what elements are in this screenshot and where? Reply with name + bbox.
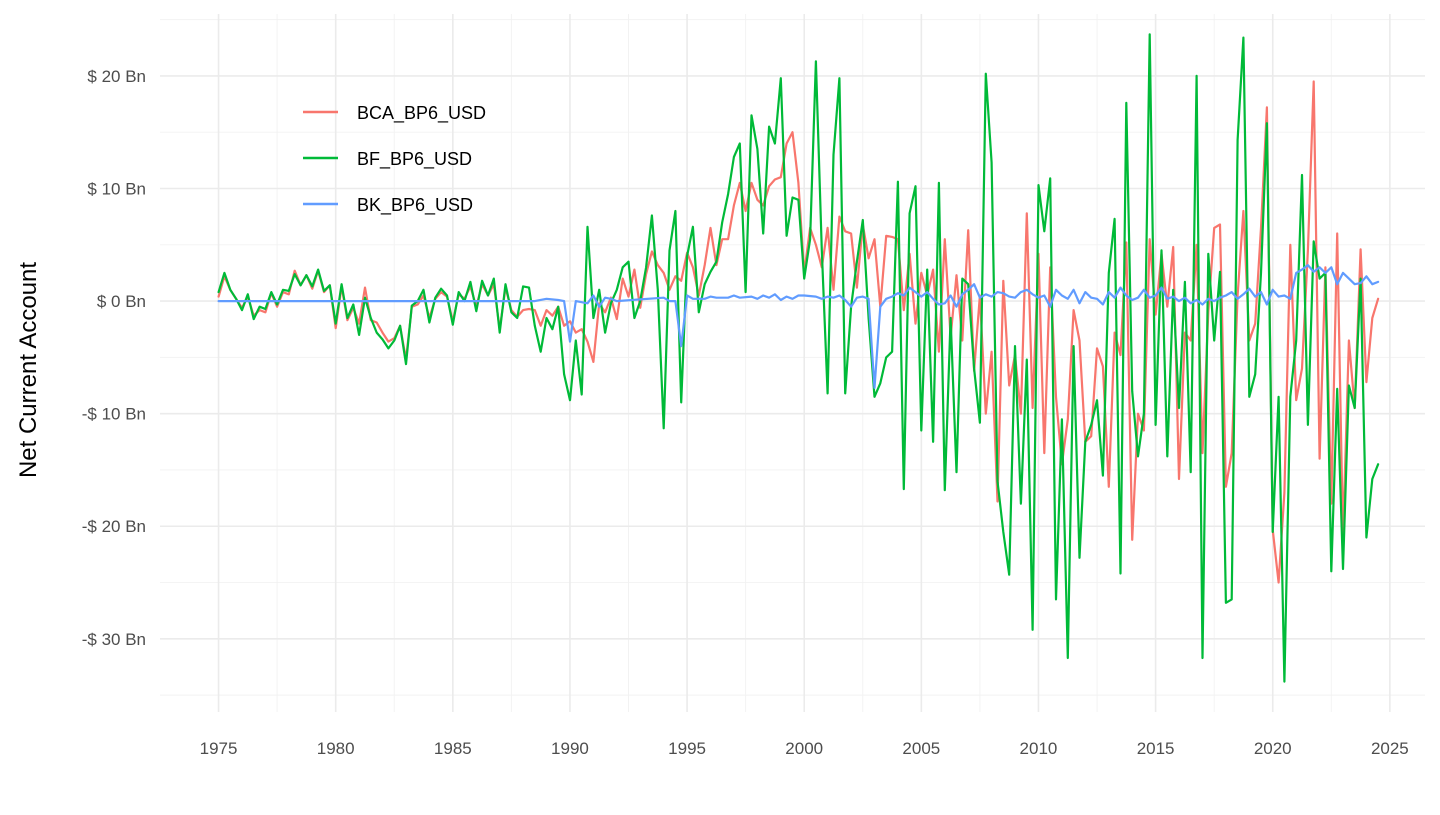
- x-tick-label: 2015: [1137, 739, 1175, 758]
- y-tick-label: -$ 30 Bn: [82, 630, 146, 649]
- x-tick-label: 2010: [1020, 739, 1058, 758]
- legend: BCA_BP6_USD BF_BP6_USD BK_BP6_USD: [303, 103, 486, 216]
- x-tick-label: 2005: [902, 739, 940, 758]
- x-tick-label: 1980: [317, 739, 355, 758]
- x-tick-label: 1990: [551, 739, 589, 758]
- series-layer: [217, 33, 1380, 683]
- y-tick-label: $ 10 Bn: [87, 180, 146, 199]
- x-tick-label: 2020: [1254, 739, 1292, 758]
- legend-label: BK_BP6_USD: [357, 195, 473, 216]
- y-tick-label: -$ 10 Bn: [82, 405, 146, 424]
- series-line-bf-bp6-usd: [217, 33, 1380, 683]
- x-tick-label: 1975: [200, 739, 238, 758]
- major-gridlines-x: [217, 14, 1391, 712]
- y-tick-label: -$ 20 Bn: [82, 517, 146, 536]
- x-tick-label: 1985: [434, 739, 472, 758]
- series-line-bk-bp6-usd: [217, 264, 1380, 389]
- x-tick-label: 1995: [668, 739, 706, 758]
- legend-label: BCA_BP6_USD: [357, 103, 486, 124]
- x-tick-label: 2000: [785, 739, 823, 758]
- x-axis-tick-labels: 1975 1980 1985 1990 1995 2000 2005 2010 2015 2020…: [200, 739, 1409, 758]
- x-tick-label: 2025: [1371, 739, 1409, 758]
- legend-label: BF_BP6_USD: [357, 149, 472, 170]
- y-tick-label: $ 20 Bn: [87, 67, 146, 86]
- y-tick-label: $ 0 Bn: [97, 292, 146, 311]
- y-axis-title: Net Current Account: [15, 262, 42, 478]
- y-axis-tick-labels: -$ 30 Bn -$ 20 Bn -$ 10 Bn $ 0 Bn $ 10 Bn $ 2…: [82, 67, 146, 649]
